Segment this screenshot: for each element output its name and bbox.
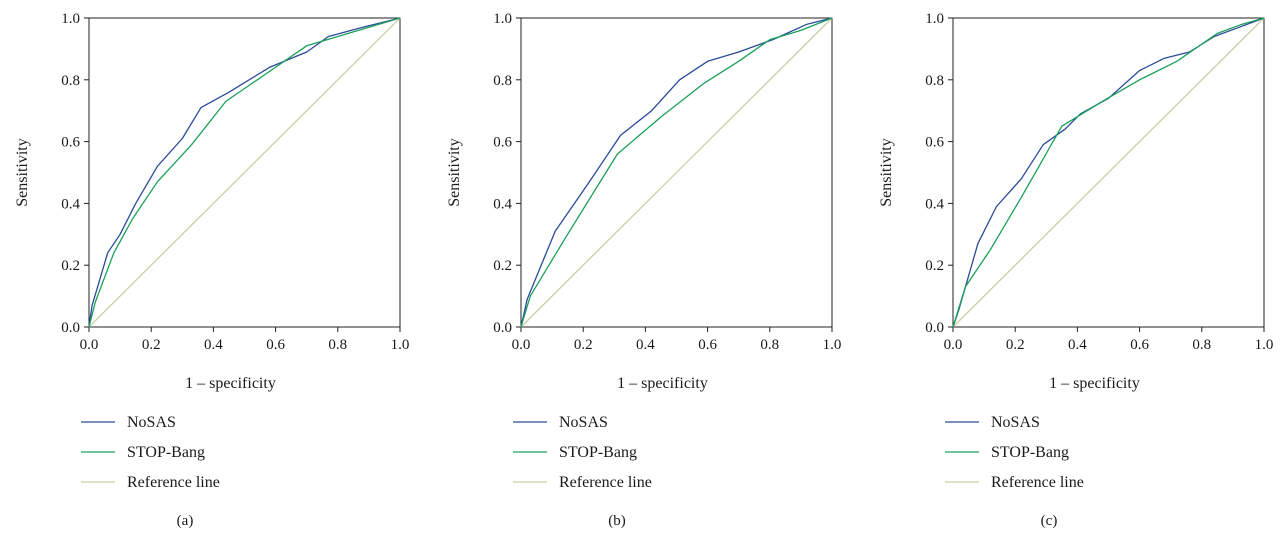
y-tick-label: 0.4 xyxy=(61,196,80,212)
roc-panel: 0.0 0.2 0.4 0.6 0.8 1.0 0.0 0.2 0.4 0.6 0.8 1.0 1 – … xyxy=(14,11,409,529)
x-tick-label: 0.0 xyxy=(80,337,99,353)
legend-label-stop-bang: STOP-Bang xyxy=(559,444,637,461)
y-tick-label: 0.0 xyxy=(493,320,512,336)
x-tick-label: 0.6 xyxy=(266,337,285,353)
plot-frame xyxy=(952,17,1265,328)
legend-label-nosas: NoSAS xyxy=(127,414,176,431)
y-tick-label: 0.6 xyxy=(925,135,944,151)
x-tick-label: 0.2 xyxy=(574,337,593,353)
x-tick-label: 0.0 xyxy=(944,337,963,353)
y-tick-label: 0.8 xyxy=(493,73,512,89)
x-axis-label: 1 – specificity xyxy=(185,375,276,392)
legend-label-nosas: NoSAS xyxy=(559,414,608,431)
x-tick-label: 0.8 xyxy=(1192,337,1211,353)
y-tick-label: 0.6 xyxy=(61,135,80,151)
y-tick-label: 0.2 xyxy=(61,258,80,274)
x-axis-label: 1 – specificity xyxy=(1049,375,1140,392)
x-axis-label: 1 – specificity xyxy=(617,375,708,392)
x-tick-label: 0.2 xyxy=(142,337,161,353)
y-tick-label: 0.8 xyxy=(925,73,944,89)
legend-label-stop-bang: STOP-Bang xyxy=(991,444,1069,461)
series-line-stop-bang xyxy=(520,17,833,328)
series-line-reference-line xyxy=(88,17,401,328)
legend-label-nosas: NoSAS xyxy=(991,414,1040,431)
series-line-nosas xyxy=(88,17,401,328)
y-tick-label: 1.0 xyxy=(925,11,944,27)
plot-frame xyxy=(520,17,833,328)
y-tick-label: 0.4 xyxy=(925,196,944,212)
y-tick-label: 0.0 xyxy=(61,320,80,336)
roc-panel: 0.0 0.2 0.4 0.6 0.8 1.0 0.0 0.2 0.4 0.6 0.8 1.0 1 – … xyxy=(446,11,841,529)
legend-label-reference-line: Reference line xyxy=(127,474,220,491)
x-tick-label: 0.6 xyxy=(1130,337,1149,353)
series-line-stop-bang xyxy=(952,17,1265,328)
x-tick-label: 0.4 xyxy=(1068,337,1087,353)
x-tick-label: 0.6 xyxy=(698,337,717,353)
y-axis-label: Sensitivity xyxy=(446,138,463,206)
y-tick-label: 0.8 xyxy=(61,73,80,89)
y-tick-label: 0.4 xyxy=(493,196,512,212)
roc-panel: 0.0 0.2 0.4 0.6 0.8 1.0 0.0 0.2 0.4 0.6 0.8 1.0 1 – … xyxy=(878,11,1273,529)
x-tick-label: 1.0 xyxy=(1255,337,1274,353)
series-line-reference-line xyxy=(520,17,833,328)
x-tick-label: 1.0 xyxy=(823,337,842,353)
x-tick-label: 0.4 xyxy=(204,337,223,353)
x-tick-label: 0.2 xyxy=(1006,337,1025,353)
x-tick-label: 0.0 xyxy=(512,337,531,353)
series-line-reference-line xyxy=(952,17,1265,328)
x-tick-label: 1.0 xyxy=(391,337,410,353)
y-axis-label: Sensitivity xyxy=(14,138,31,206)
legend-label-stop-bang: STOP-Bang xyxy=(127,444,205,461)
x-tick-label: 0.8 xyxy=(760,337,779,353)
plot-frame xyxy=(88,17,401,328)
x-tick-label: 0.4 xyxy=(636,337,655,353)
x-tick-label: 0.8 xyxy=(328,337,347,353)
panel-caption: (c) xyxy=(1041,513,1058,529)
y-tick-label: 0.2 xyxy=(925,258,944,274)
legend-label-reference-line: Reference line xyxy=(991,474,1084,491)
y-tick-label: 1.0 xyxy=(493,11,512,27)
series-line-stop-bang xyxy=(88,17,401,328)
panel-caption: (a) xyxy=(177,513,194,529)
legend-label-reference-line: Reference line xyxy=(559,474,652,491)
y-axis-label: Sensitivity xyxy=(878,138,895,206)
y-tick-label: 1.0 xyxy=(61,11,80,27)
panel-caption: (b) xyxy=(608,513,626,529)
y-tick-label: 0.6 xyxy=(493,135,512,151)
y-tick-label: 0.0 xyxy=(925,320,944,336)
y-tick-label: 0.2 xyxy=(493,258,512,274)
